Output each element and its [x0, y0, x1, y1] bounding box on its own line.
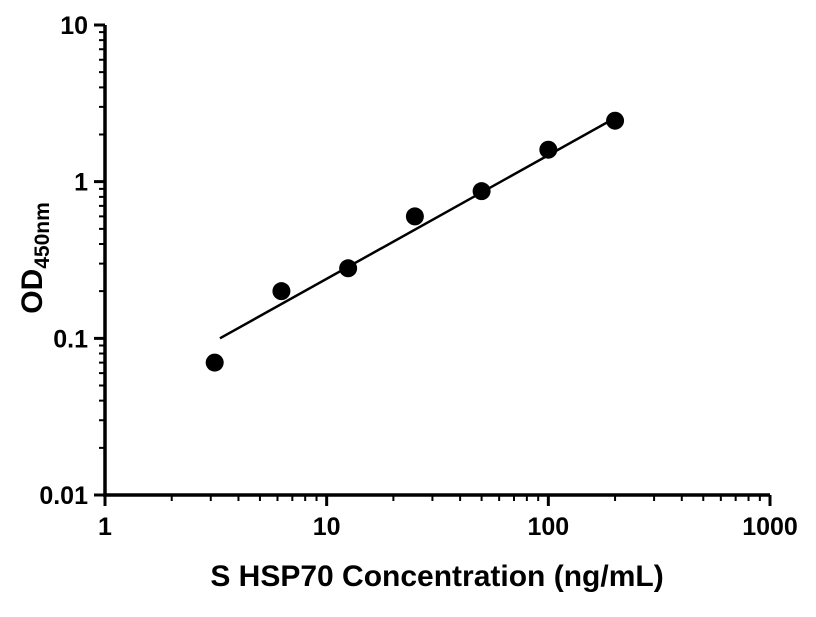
y-tick-label: 1 — [74, 169, 88, 197]
data-point — [339, 259, 358, 278]
y-axis-title-main: OD — [16, 269, 49, 314]
y-tick-label: 0.01 — [39, 482, 88, 510]
x-tick-labels: 1 10 100 1000 — [98, 513, 798, 541]
data-point — [606, 111, 625, 130]
data-point — [272, 282, 291, 301]
data-point — [205, 353, 224, 372]
data-points — [205, 111, 625, 372]
y-axis-title-subscript: 450nm — [31, 202, 54, 269]
data-point — [472, 182, 491, 201]
data-point — [539, 140, 558, 159]
minor-ticks — [99, 31, 761, 501]
y-tick-label: 10 — [60, 12, 88, 40]
major-ticks — [94, 23, 772, 506]
x-axis-title: S HSP70 Concentration (ng/mL) — [210, 560, 663, 593]
y-axis-title: OD450nm — [16, 202, 54, 314]
minor-tick-marks — [99, 31, 761, 501]
x-tick-label: 1 — [98, 513, 112, 541]
major-tick-marks — [94, 23, 772, 506]
y-tick-label: 0.1 — [53, 325, 88, 353]
data-point — [405, 207, 424, 226]
y-tick-labels: 0.01 0.1 1 10 — [39, 12, 88, 510]
x-tick-label: 1000 — [742, 513, 798, 541]
x-tick-label: 100 — [527, 513, 569, 541]
x-tick-label: 10 — [313, 513, 341, 541]
